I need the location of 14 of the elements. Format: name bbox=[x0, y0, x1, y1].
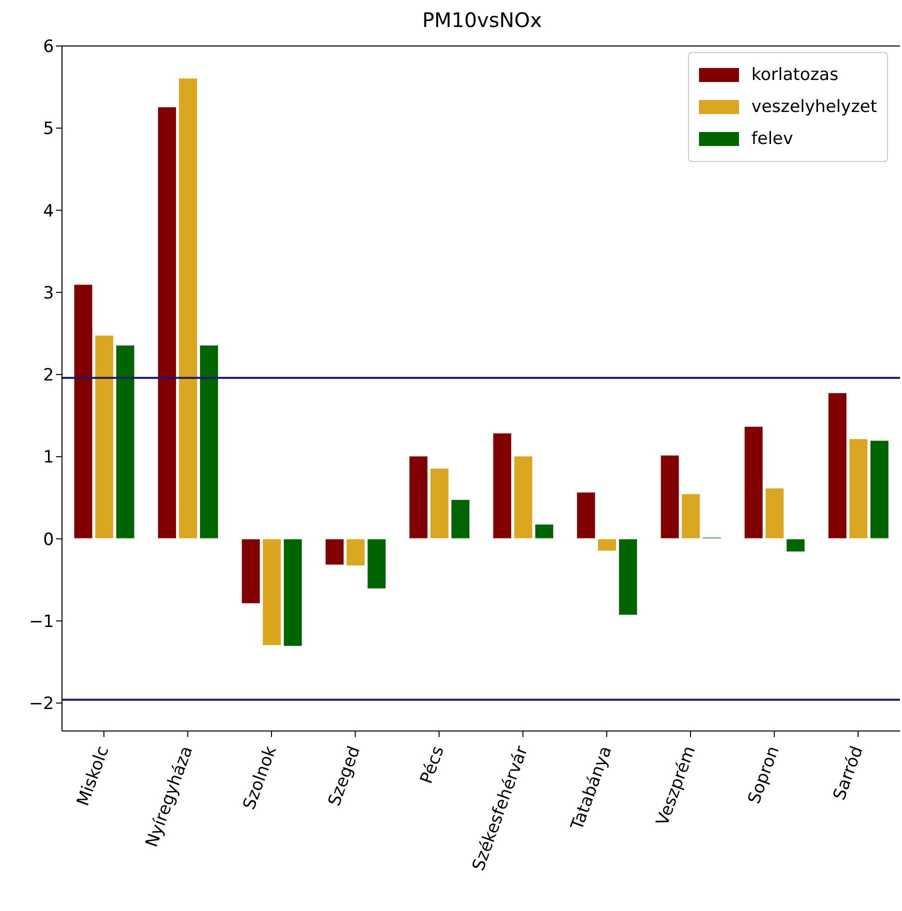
y-tick-label: 3 bbox=[43, 283, 54, 304]
y-tick-label: −1 bbox=[28, 612, 54, 632]
x-tick-label: Pécs bbox=[416, 743, 449, 786]
y-tick-label: 0 bbox=[43, 530, 54, 550]
legend-label: korlatozas bbox=[751, 65, 838, 85]
legend-label: felev bbox=[751, 129, 794, 149]
y-tick-label: 6 bbox=[43, 37, 54, 58]
y-tick-label: 5 bbox=[43, 119, 54, 140]
y-tick-label: 1 bbox=[43, 448, 54, 468]
y-tick-label: 2 bbox=[43, 366, 54, 386]
y-tick-label: −2 bbox=[28, 694, 54, 714]
legend-label: veszelyhelyzet bbox=[751, 97, 877, 117]
y-tick-label: 4 bbox=[43, 201, 54, 222]
chart-title: PM10vsNOx bbox=[421, 8, 543, 32]
